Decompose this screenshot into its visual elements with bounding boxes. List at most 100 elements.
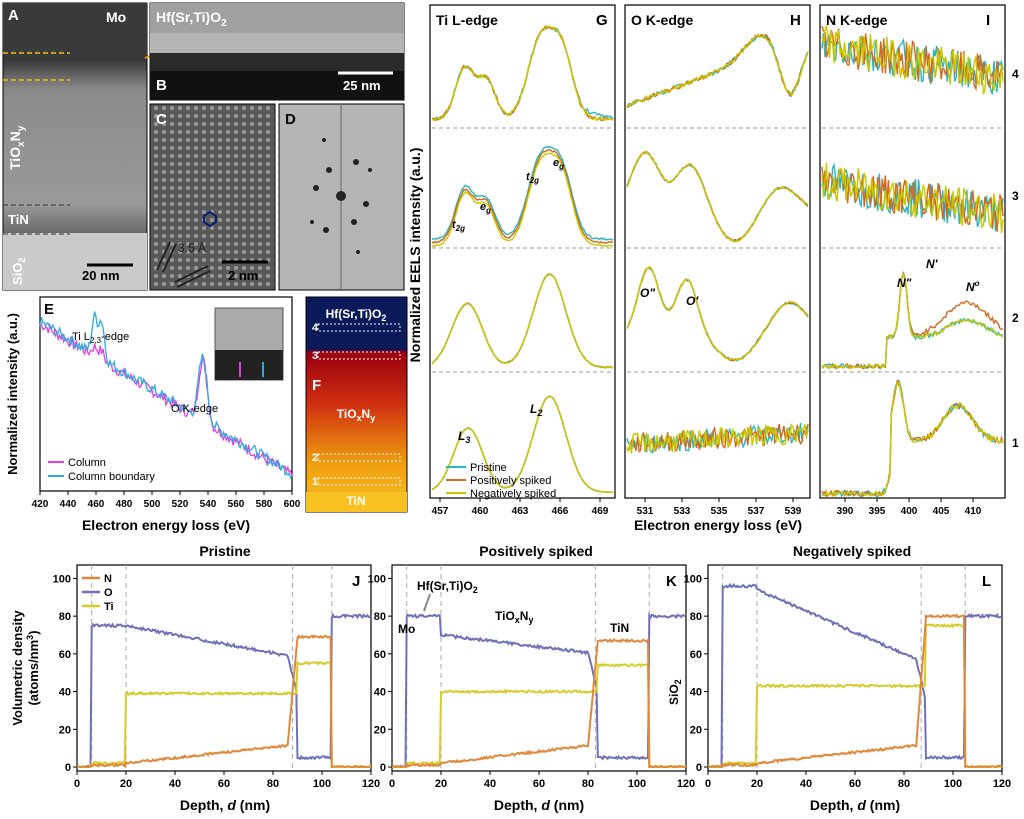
legend-n: N	[104, 573, 112, 585]
g-tick-label: 460	[472, 506, 489, 517]
panel-g: Ti L-edge G t2g eg t2g eg L3 L2 Pristine…	[429, 4, 616, 517]
panel-j-profiles	[76, 565, 372, 771]
legend-o: O	[104, 587, 113, 599]
panel-g-title: Ti L-edge	[436, 12, 498, 28]
i-tick-label: 395	[869, 506, 886, 517]
panel-k-xlabel: Depth, d (nm)	[494, 797, 584, 813]
panel-j-letter: J	[352, 573, 360, 590]
panel-b-title: Hf(Sr,Ti)O2	[156, 9, 227, 29]
vol-tick-label: 100	[684, 573, 702, 585]
panel-h-x-ticks: 531 533 535 537 539	[637, 498, 802, 517]
panel-f-marker-4: 4	[312, 322, 319, 334]
depth-tick-label: 80	[582, 778, 594, 790]
panel-g-legend-positive: Positively spiked	[470, 475, 551, 487]
depth-tick-label: 100	[944, 778, 962, 790]
depth-tick-label: 100	[628, 778, 646, 790]
panel-f-marker-3: 3	[312, 350, 318, 362]
e-tick-label: 500	[144, 499, 161, 510]
ti-profile	[76, 660, 372, 769]
panel-i-n2: N"	[897, 276, 912, 290]
depth-tick-label: 80	[267, 778, 279, 790]
panel-g-t2g-b: t2g	[526, 171, 539, 185]
panel-c: C 3.5 Å 2 nm	[149, 103, 276, 291]
panel-i: N K-edge I N" N' No 4 3 2 1 390 395 400 405…	[819, 4, 1019, 517]
depth-tick-label: 60	[533, 778, 545, 790]
positive-row-3	[821, 166, 1004, 233]
depth-tick-label: 40	[169, 778, 181, 790]
panel-i-row-3: 3	[1012, 189, 1019, 203]
legend-ti: Ti	[104, 601, 114, 613]
n-profile	[391, 636, 687, 769]
panel-l-profiles	[707, 565, 1003, 771]
panel-h-spectra	[626, 33, 809, 454]
panel-e-legend-column: Column	[68, 457, 106, 469]
panel-k-letter: K	[666, 573, 677, 590]
pristine-row-3	[821, 162, 1004, 231]
panel-j: Pristine J N O Ti 0 20 40 60 80 100 120 0 20 40 60…	[10, 543, 380, 813]
depth-tick-label: 60	[218, 778, 230, 790]
i-tick-label: 405	[933, 506, 950, 517]
panel-i-n0: No	[966, 279, 980, 294]
panel-l-title: Negatively spiked	[793, 543, 911, 559]
panel-j-xlabel: Depth, d (nm)	[180, 797, 270, 813]
panel-i-spectra	[821, 24, 1004, 499]
panel-l-ticks: 0 20 40 60 80 100 120 0 20 40 60 80 100	[684, 573, 1012, 790]
panel-g-eg-a: eg	[480, 201, 491, 215]
panel-h-title: O K-edge	[631, 12, 693, 28]
panel-d-letter: D	[285, 111, 296, 128]
svg-text:SiO2: SiO2	[667, 679, 683, 705]
n-profile	[76, 634, 371, 769]
panel-e: E Ti L2,3-edge O K-edge Column Column bo…	[5, 296, 301, 533]
vol-tick-label: 20	[59, 724, 71, 736]
h-tick-label: 537	[748, 506, 765, 517]
panel-f-marker-1: 1	[312, 476, 318, 488]
panel-f-bottom-label: TiN	[346, 494, 365, 508]
negative-row-4	[626, 34, 809, 108]
panel-c-spacing: 3.5 Å	[178, 240, 206, 255]
panel-i-row-1: 1	[1012, 436, 1019, 450]
depth-tick-label: 120	[677, 778, 695, 790]
panel-a-mo-label: Mo	[106, 9, 126, 25]
panel-k-tin-label: TiN	[610, 621, 629, 635]
negative-row-4	[821, 24, 1004, 96]
panel-l-xlabel: Depth, d (nm)	[810, 797, 900, 813]
negative-row-2	[821, 273, 1004, 371]
n-profile	[708, 613, 1003, 769]
panel-b-scale: 25 nm	[343, 78, 381, 93]
panel-g-eg-b: eg	[553, 157, 564, 171]
panel-g-x-ticks: 457 460 463 466 469	[432, 498, 609, 517]
vol-tick-label: 40	[690, 687, 702, 699]
e-tick-label: 600	[284, 499, 301, 510]
panel-k-mo-label: Mo	[398, 622, 415, 636]
e-tick-label: 520	[172, 499, 189, 510]
pristine-row-4	[821, 33, 1004, 95]
g-tick-label: 457	[432, 506, 449, 517]
panel-b-letter: B	[156, 77, 167, 94]
panel-k-sio2-label: SiO2	[667, 679, 683, 705]
negative-row-3	[431, 152, 614, 248]
depth-tick-label: 20	[120, 778, 132, 790]
o-profile	[76, 612, 372, 769]
e-tick-label: 540	[200, 499, 217, 510]
negative-row-2	[431, 273, 614, 369]
e-tick-label: 440	[60, 499, 77, 510]
panel-e-o-label: O K-edge	[171, 403, 218, 415]
e-tick-label: 560	[228, 499, 245, 510]
g-tick-label: 469	[592, 506, 609, 517]
g-tick-label: 466	[552, 506, 569, 517]
depth-tick-label: 80	[898, 778, 910, 790]
h-tick-label: 533	[674, 506, 691, 517]
vol-tick-label: 40	[59, 687, 71, 699]
panel-a: A Mo TiOxNy TiN SiO2 20 nm	[2, 2, 186, 291]
panel-f-letter: F	[312, 377, 321, 394]
panel-i-n1: N'	[926, 257, 939, 271]
negative-row-1	[821, 381, 1004, 498]
panel-g-l2: L2	[530, 402, 542, 418]
panel-k: Positively spiked K Hf(Sr,Ti)O2 Mo TiOxN…	[368, 543, 696, 813]
panel-c-letter: C	[156, 111, 167, 128]
panel-i-row-4: 4	[1012, 67, 1019, 81]
panel-a-scale: 20 nm	[82, 268, 120, 283]
panel-c-scale: 2 nm	[228, 268, 258, 283]
panel-b: Hf(Sr,Ti)O2 B 25 nm	[149, 2, 405, 101]
